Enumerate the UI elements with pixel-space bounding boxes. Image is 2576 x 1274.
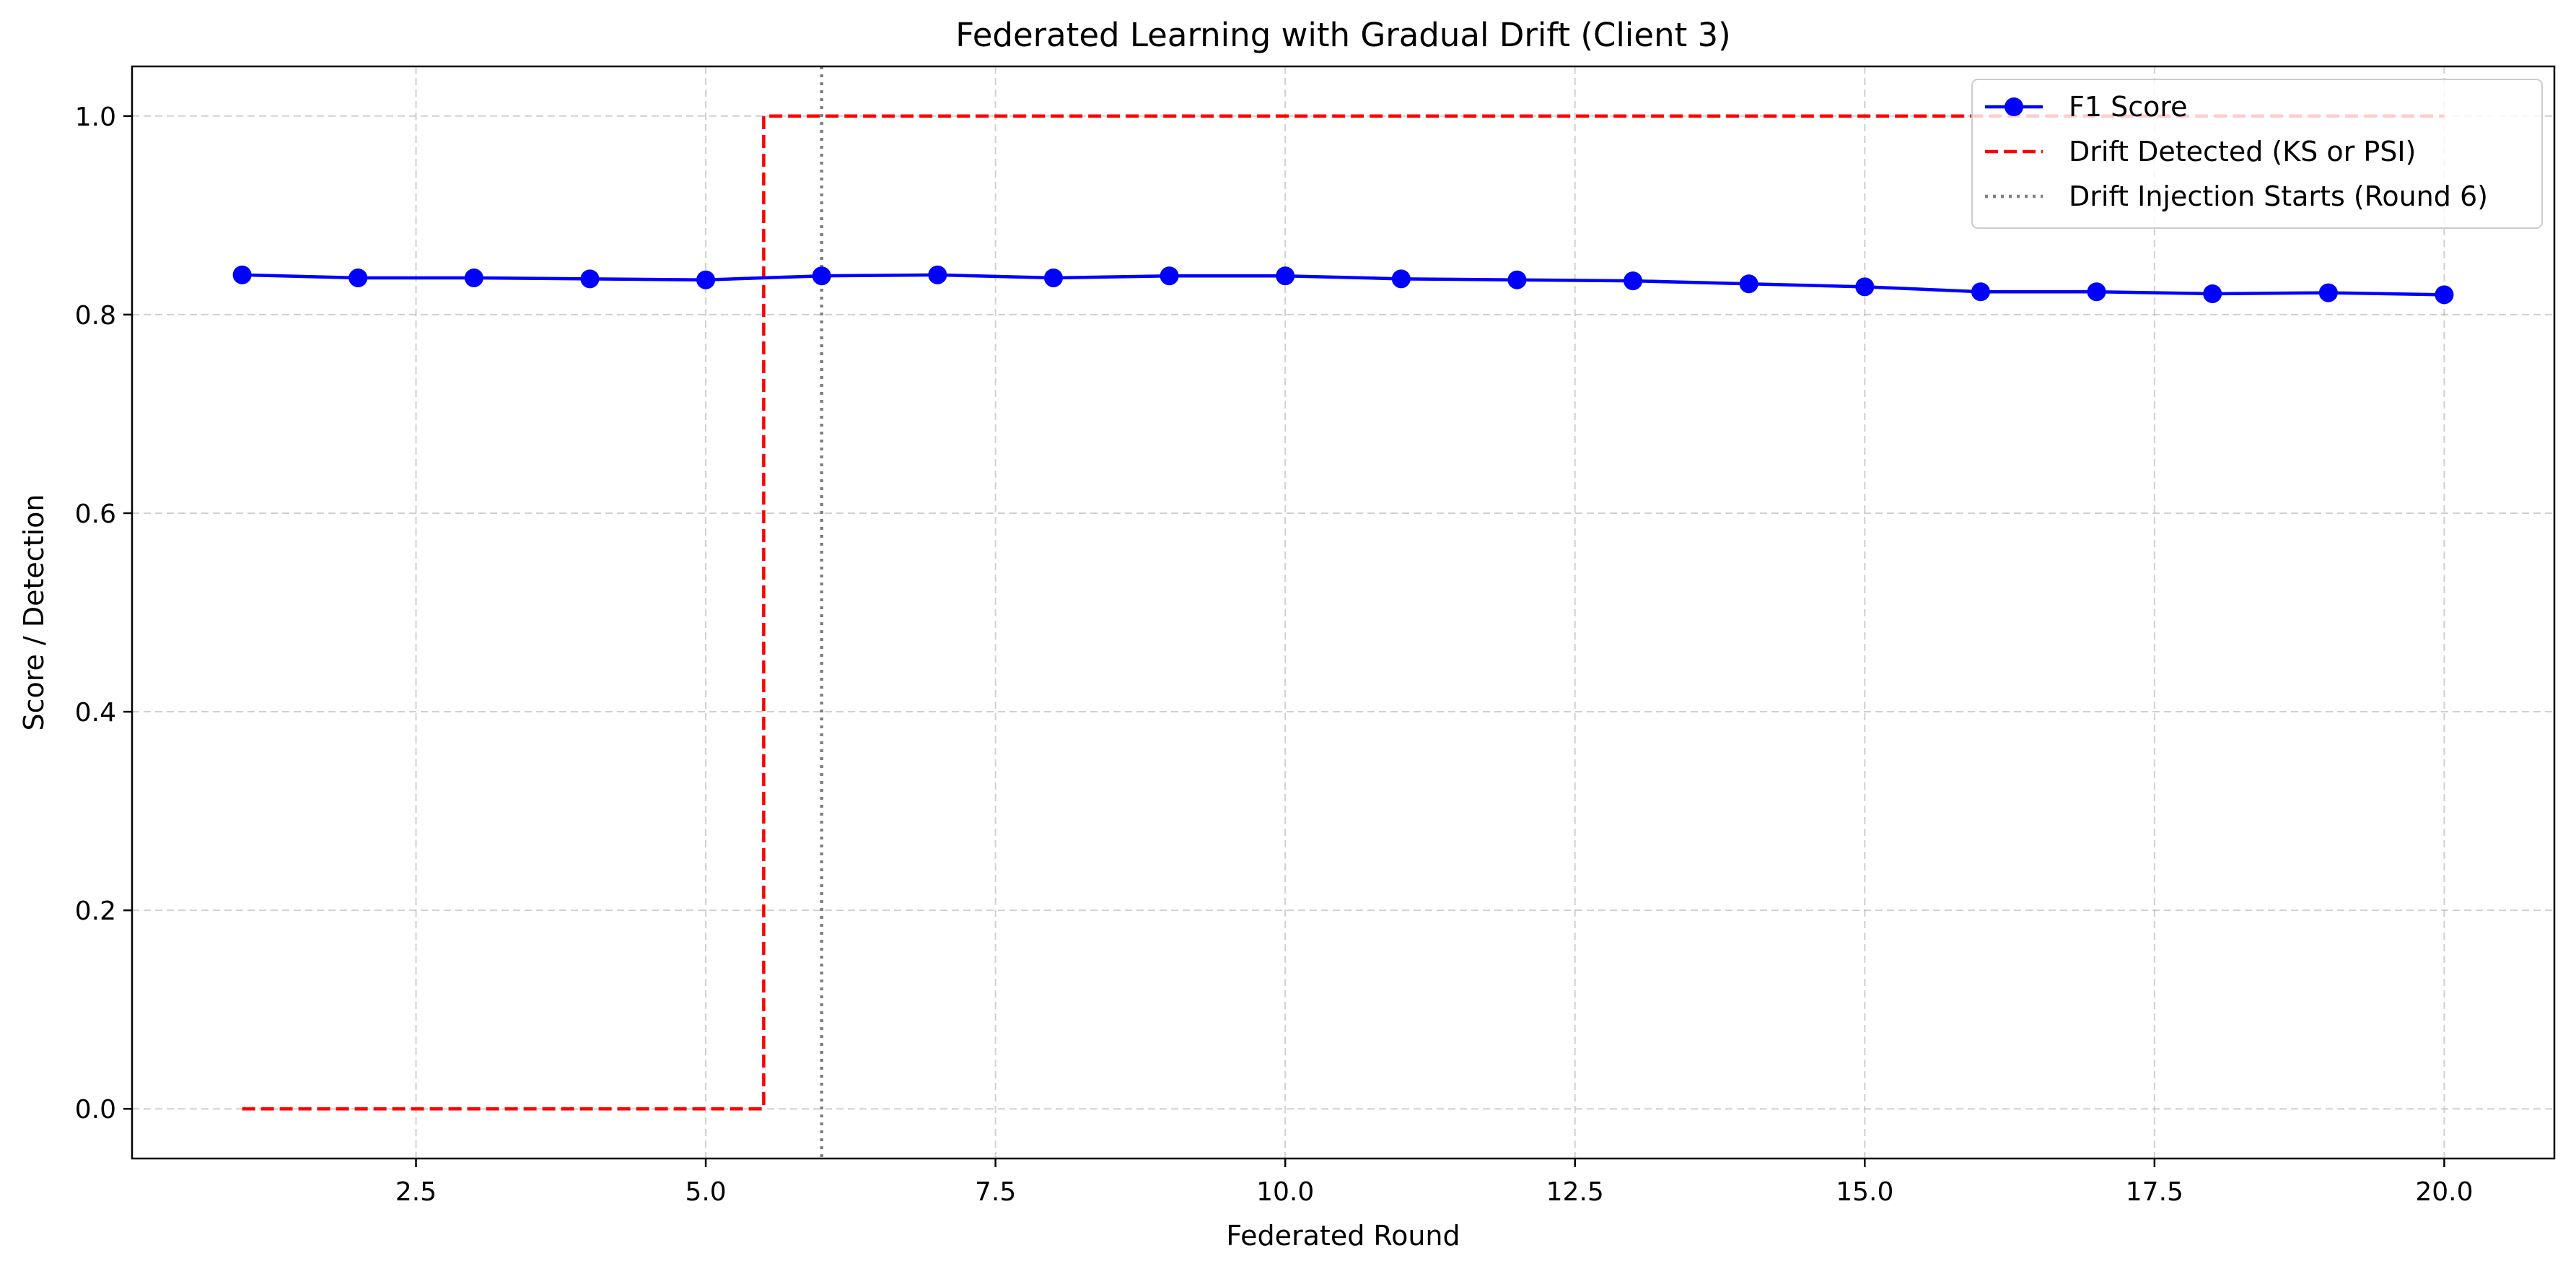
x-axis-label: Federated Round xyxy=(1226,1220,1460,1252)
y-tick-label: 0.4 xyxy=(75,698,116,728)
f1-score-point xyxy=(2318,283,2338,302)
f1-score-point xyxy=(1624,271,1643,291)
y-tick-label: 0.2 xyxy=(75,896,116,926)
f1-score-point xyxy=(2203,284,2222,303)
axes-frame xyxy=(131,65,2556,1160)
x-tick-label: 20.0 xyxy=(2415,1177,2473,1207)
y-axis-label: Score / Detection xyxy=(18,494,50,731)
f1-score-point xyxy=(812,266,831,286)
f1-score-point xyxy=(1971,282,1990,302)
legend-drift-injection-label: Drift Injection Starts (Round 6) xyxy=(2069,180,2488,212)
legend-f1-score-marker xyxy=(2005,97,2023,116)
f1-score-point xyxy=(580,269,600,289)
y-tick-label: 0.6 xyxy=(75,499,116,529)
f1-score-point xyxy=(2435,285,2454,305)
f1-score-point xyxy=(464,268,483,287)
f1-score-point xyxy=(696,270,716,289)
legend-f1-score-label: F1 Score xyxy=(2069,91,2188,123)
f1-score-point xyxy=(1855,277,1875,297)
legend-box xyxy=(1971,79,2543,229)
y-tick-label: 0.0 xyxy=(75,1095,116,1125)
f1-score-point xyxy=(928,265,947,284)
x-tick-label: 17.5 xyxy=(2126,1177,2183,1207)
f1-score-point xyxy=(1739,274,1758,294)
f1-score-point xyxy=(1043,268,1063,287)
grid xyxy=(132,66,2554,1159)
chart-title: Federated Learning with Gradual Drift (C… xyxy=(955,16,1730,54)
x-tick-label: 12.5 xyxy=(1546,1177,1604,1207)
legend-drift-detected-label: Drift Detected (KS or PSI) xyxy=(2069,136,2416,167)
x-tick-label: 10.0 xyxy=(1256,1177,1314,1207)
f1-score-point xyxy=(1507,270,1527,289)
y-tick-label: 0.8 xyxy=(75,301,116,331)
f1-score-point xyxy=(232,265,252,284)
legend: F1 Score Drift Detected (KS or PSI) Drift … xyxy=(1971,79,2543,229)
f1-score-point xyxy=(1391,269,1411,289)
y-tick-label: 1.0 xyxy=(75,102,116,132)
f1-score-point xyxy=(2087,282,2106,302)
x-tick-label: 15.0 xyxy=(1836,1177,1893,1207)
f1-score-point xyxy=(1276,266,1295,286)
f1-score-line xyxy=(242,273,2445,297)
f1-score-point xyxy=(349,268,368,287)
x-tick-label: 5.0 xyxy=(685,1177,726,1207)
ticks: 2.5 5.0 7.5 10.0 12.5 15.0 17.5 20.0 0.0 0.2 0.4 0.… xyxy=(75,102,2474,1207)
x-tick-label: 7.5 xyxy=(975,1177,1016,1207)
f1-score-point xyxy=(1160,266,1179,286)
x-tick-label: 2.5 xyxy=(395,1177,437,1207)
